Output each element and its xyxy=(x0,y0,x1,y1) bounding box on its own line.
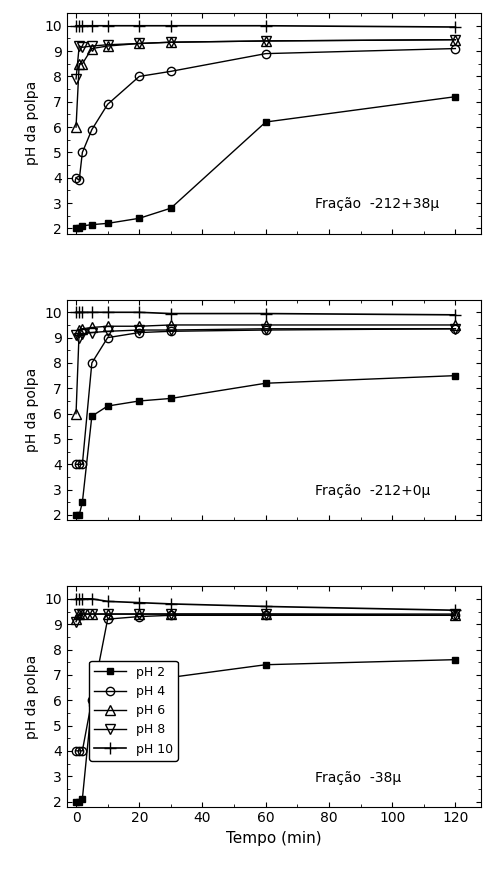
Text: Fração  -212+38μ: Fração -212+38μ xyxy=(315,197,439,212)
Text: Fração  -212+0μ: Fração -212+0μ xyxy=(315,484,430,498)
Y-axis label: pH da polpa: pH da polpa xyxy=(25,81,38,166)
X-axis label: Tempo (min): Tempo (min) xyxy=(226,831,321,846)
Text: Fração  -38μ: Fração -38μ xyxy=(315,771,401,785)
Y-axis label: pH da polpa: pH da polpa xyxy=(25,654,38,739)
Y-axis label: pH da polpa: pH da polpa xyxy=(25,368,38,452)
Legend: pH 2, pH 4, pH 6, pH 8, pH 10: pH 2, pH 4, pH 6, pH 8, pH 10 xyxy=(89,661,178,760)
